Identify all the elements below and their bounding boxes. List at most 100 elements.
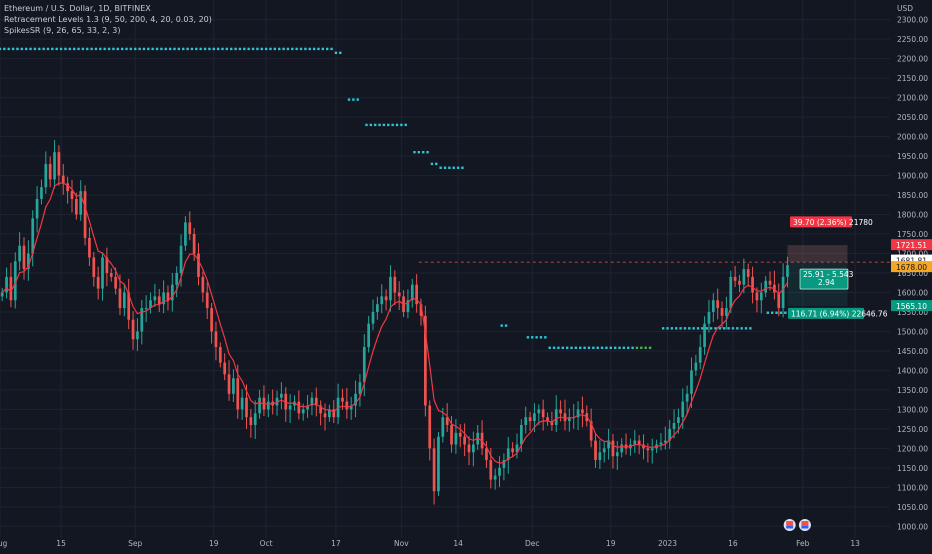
candle-down — [262, 397, 266, 410]
time-axis[interactable]: Aug 15 Sep 19 Oct 17 Nov 14 Dec 19 2023 16 Feb 13 — [0, 538, 932, 550]
candle-down — [92, 257, 96, 277]
candle-up — [781, 276, 785, 309]
candle-down — [384, 296, 388, 301]
spike-dot — [230, 47, 233, 51]
candle-down — [458, 432, 462, 437]
candle-up — [328, 409, 331, 418]
spike-dot — [413, 150, 416, 154]
last-price-tag-bg — [891, 261, 932, 273]
candle-down — [738, 280, 741, 285]
candle-down — [720, 308, 724, 316]
candle-down — [594, 440, 597, 461]
spike-dot — [273, 47, 277, 51]
spike-dot — [46, 47, 50, 51]
spike-levels — [0, 47, 787, 350]
spike-dot — [727, 327, 730, 330]
price-tick-label: 1150.00 — [897, 464, 928, 473]
candle-up — [240, 397, 244, 410]
green-level-dot — [635, 346, 639, 350]
price-axis[interactable]: 1000.00 1050.00 1100.00 1150.00 1200.00 1250.… — [890, 0, 932, 550]
candle-up — [454, 432, 458, 445]
candle-up — [44, 163, 48, 188]
candle-down — [157, 296, 161, 305]
candle-up — [288, 405, 292, 410]
lower-measure-tag: 116.71 (6.94%) 22646.76 — [791, 309, 888, 318]
spike-dot — [147, 47, 150, 51]
spike-dot — [33, 47, 37, 51]
spike-dot — [160, 47, 163, 51]
candle-up — [266, 401, 270, 410]
lower-measure-tag-bg — [788, 307, 864, 319]
spike-dot — [103, 47, 106, 51]
candle-up — [506, 448, 510, 461]
spike-dot — [177, 47, 181, 51]
spike-dot — [312, 47, 316, 51]
spike-dot — [679, 327, 682, 330]
candle-down — [201, 276, 205, 293]
candle-down — [751, 276, 754, 293]
candle-up — [27, 253, 30, 270]
indicator-retracement[interactable]: Retracement Levels 1.3 (9, 50, 200, 4, 2… — [4, 15, 212, 24]
spike-dot — [452, 166, 455, 169]
spike-dot — [168, 47, 172, 51]
candle-up — [301, 409, 305, 414]
spike-dot — [304, 47, 307, 51]
spike-dot — [535, 336, 538, 339]
candle-down — [642, 444, 645, 449]
spike-dot — [784, 311, 787, 314]
spike-dot — [260, 47, 263, 51]
candle-down — [485, 448, 488, 461]
candle-down — [463, 436, 466, 445]
candle-down — [428, 405, 432, 449]
spike-dot — [251, 47, 255, 51]
price-tag-white-bg — [891, 254, 932, 266]
candle-up — [406, 300, 410, 312]
spike-dot — [330, 47, 333, 51]
spike-dot — [234, 47, 237, 51]
spike-dot — [291, 47, 294, 51]
candle-up — [598, 452, 602, 461]
measure-overlay[interactable]: 39.70 (2.36%) 21780 116.71 (6.94%) 22646.… — [418, 216, 890, 319]
candle-down — [131, 319, 135, 340]
candle-down — [768, 280, 772, 285]
candle-down — [511, 448, 514, 453]
candle-up — [0, 292, 4, 297]
candle-down — [9, 276, 13, 301]
candle-down — [197, 253, 200, 277]
candle-up — [537, 409, 541, 414]
spike-dot — [138, 47, 141, 51]
candle-up — [136, 331, 139, 340]
spike-dot — [504, 324, 508, 327]
candle-down — [345, 401, 349, 410]
symbol-title[interactable]: Ethereum / U.S. Dollar, 1D, BITFINEX — [4, 4, 151, 13]
candle-up — [498, 467, 501, 476]
candle-up — [677, 417, 680, 424]
price-tick-label: 1450.00 — [897, 347, 928, 356]
price-tick-label: 1550.00 — [897, 308, 928, 317]
spike-dot — [587, 346, 591, 350]
spike-dot — [683, 327, 687, 330]
price-tick-label: 1100.00 — [897, 483, 928, 492]
price-tick-label: 1500.00 — [897, 327, 928, 336]
indicator-spikessr[interactable]: SpikesSR (9, 26, 65, 33, 2, 3) — [4, 26, 121, 35]
candle-down — [205, 292, 209, 309]
green-level-dot — [644, 346, 647, 350]
price-tick-label: 1750.00 — [897, 230, 928, 239]
spike-dot — [269, 47, 272, 51]
candle-up — [663, 440, 667, 443]
candle-down — [716, 300, 720, 309]
time-tick-label: 19 — [209, 539, 219, 548]
candle-down — [127, 292, 131, 320]
candle-down — [88, 237, 91, 258]
candle-up — [162, 292, 165, 305]
spike-dot — [164, 47, 167, 51]
spike-dot — [182, 47, 185, 51]
price-axis-bg — [890, 0, 932, 550]
candle-down — [214, 331, 218, 348]
event-flags[interactable] — [783, 519, 811, 531]
spike-dot — [295, 47, 298, 51]
spike-dot — [613, 346, 617, 350]
candle-up — [524, 417, 528, 425]
